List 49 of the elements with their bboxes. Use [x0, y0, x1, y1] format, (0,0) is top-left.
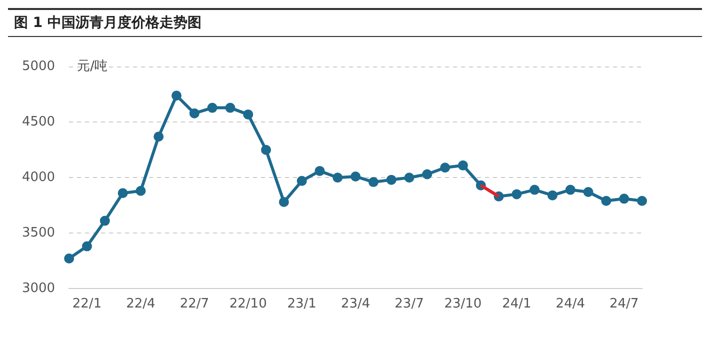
- point: [637, 196, 647, 206]
- x-tick-label: 23/4: [340, 296, 370, 312]
- point: [530, 184, 540, 195]
- y-tick-label: 4500: [22, 114, 56, 130]
- point: [278, 196, 289, 207]
- point: [565, 184, 576, 195]
- y-tick-label: 5000: [22, 59, 56, 74]
- chart-title: 图 1 中国沥青月度价格走势图: [8, 8, 702, 37]
- x-tick-label: 23/7: [394, 296, 424, 312]
- point: [136, 186, 146, 196]
- x-tick-label: 23/1: [287, 296, 316, 312]
- point: [100, 216, 110, 226]
- point: [440, 162, 450, 173]
- point: [350, 171, 361, 182]
- point: [512, 189, 522, 200]
- x-tick-label: 24/4: [556, 296, 585, 312]
- x-tick-label: 22/10: [229, 296, 267, 312]
- point: [314, 166, 325, 176]
- point: [619, 194, 630, 204]
- point: [207, 102, 218, 113]
- point: [601, 196, 612, 206]
- point: [332, 172, 343, 183]
- point: [118, 188, 128, 198]
- point: [458, 160, 468, 170]
- point: [368, 177, 378, 188]
- point: [583, 187, 594, 198]
- x-tick-label: 22/4: [126, 296, 156, 312]
- x-tick-label: 24/7: [609, 296, 639, 312]
- point: [547, 190, 558, 200]
- x-tick-label: 22/7: [180, 296, 210, 312]
- point: [189, 108, 200, 118]
- point: [225, 102, 236, 113]
- y-axis-title: 元/吨: [77, 59, 108, 74]
- point: [404, 172, 414, 183]
- point: [172, 90, 182, 101]
- x-tick-label: 24/1: [502, 296, 532, 312]
- point: [386, 174, 396, 185]
- point: [82, 241, 92, 252]
- point: [296, 176, 307, 186]
- x-tick-label: 22/1: [72, 296, 102, 312]
- y-tick-label: 4000: [22, 170, 56, 185]
- point: [154, 132, 164, 142]
- point: [64, 253, 74, 264]
- y-tick-label: 3000: [22, 280, 56, 296]
- x-tick-label: 23/10: [444, 296, 482, 312]
- point: [243, 109, 254, 120]
- point: [422, 169, 432, 180]
- point: [261, 144, 272, 155]
- y-tick-label: 3500: [22, 225, 56, 240]
